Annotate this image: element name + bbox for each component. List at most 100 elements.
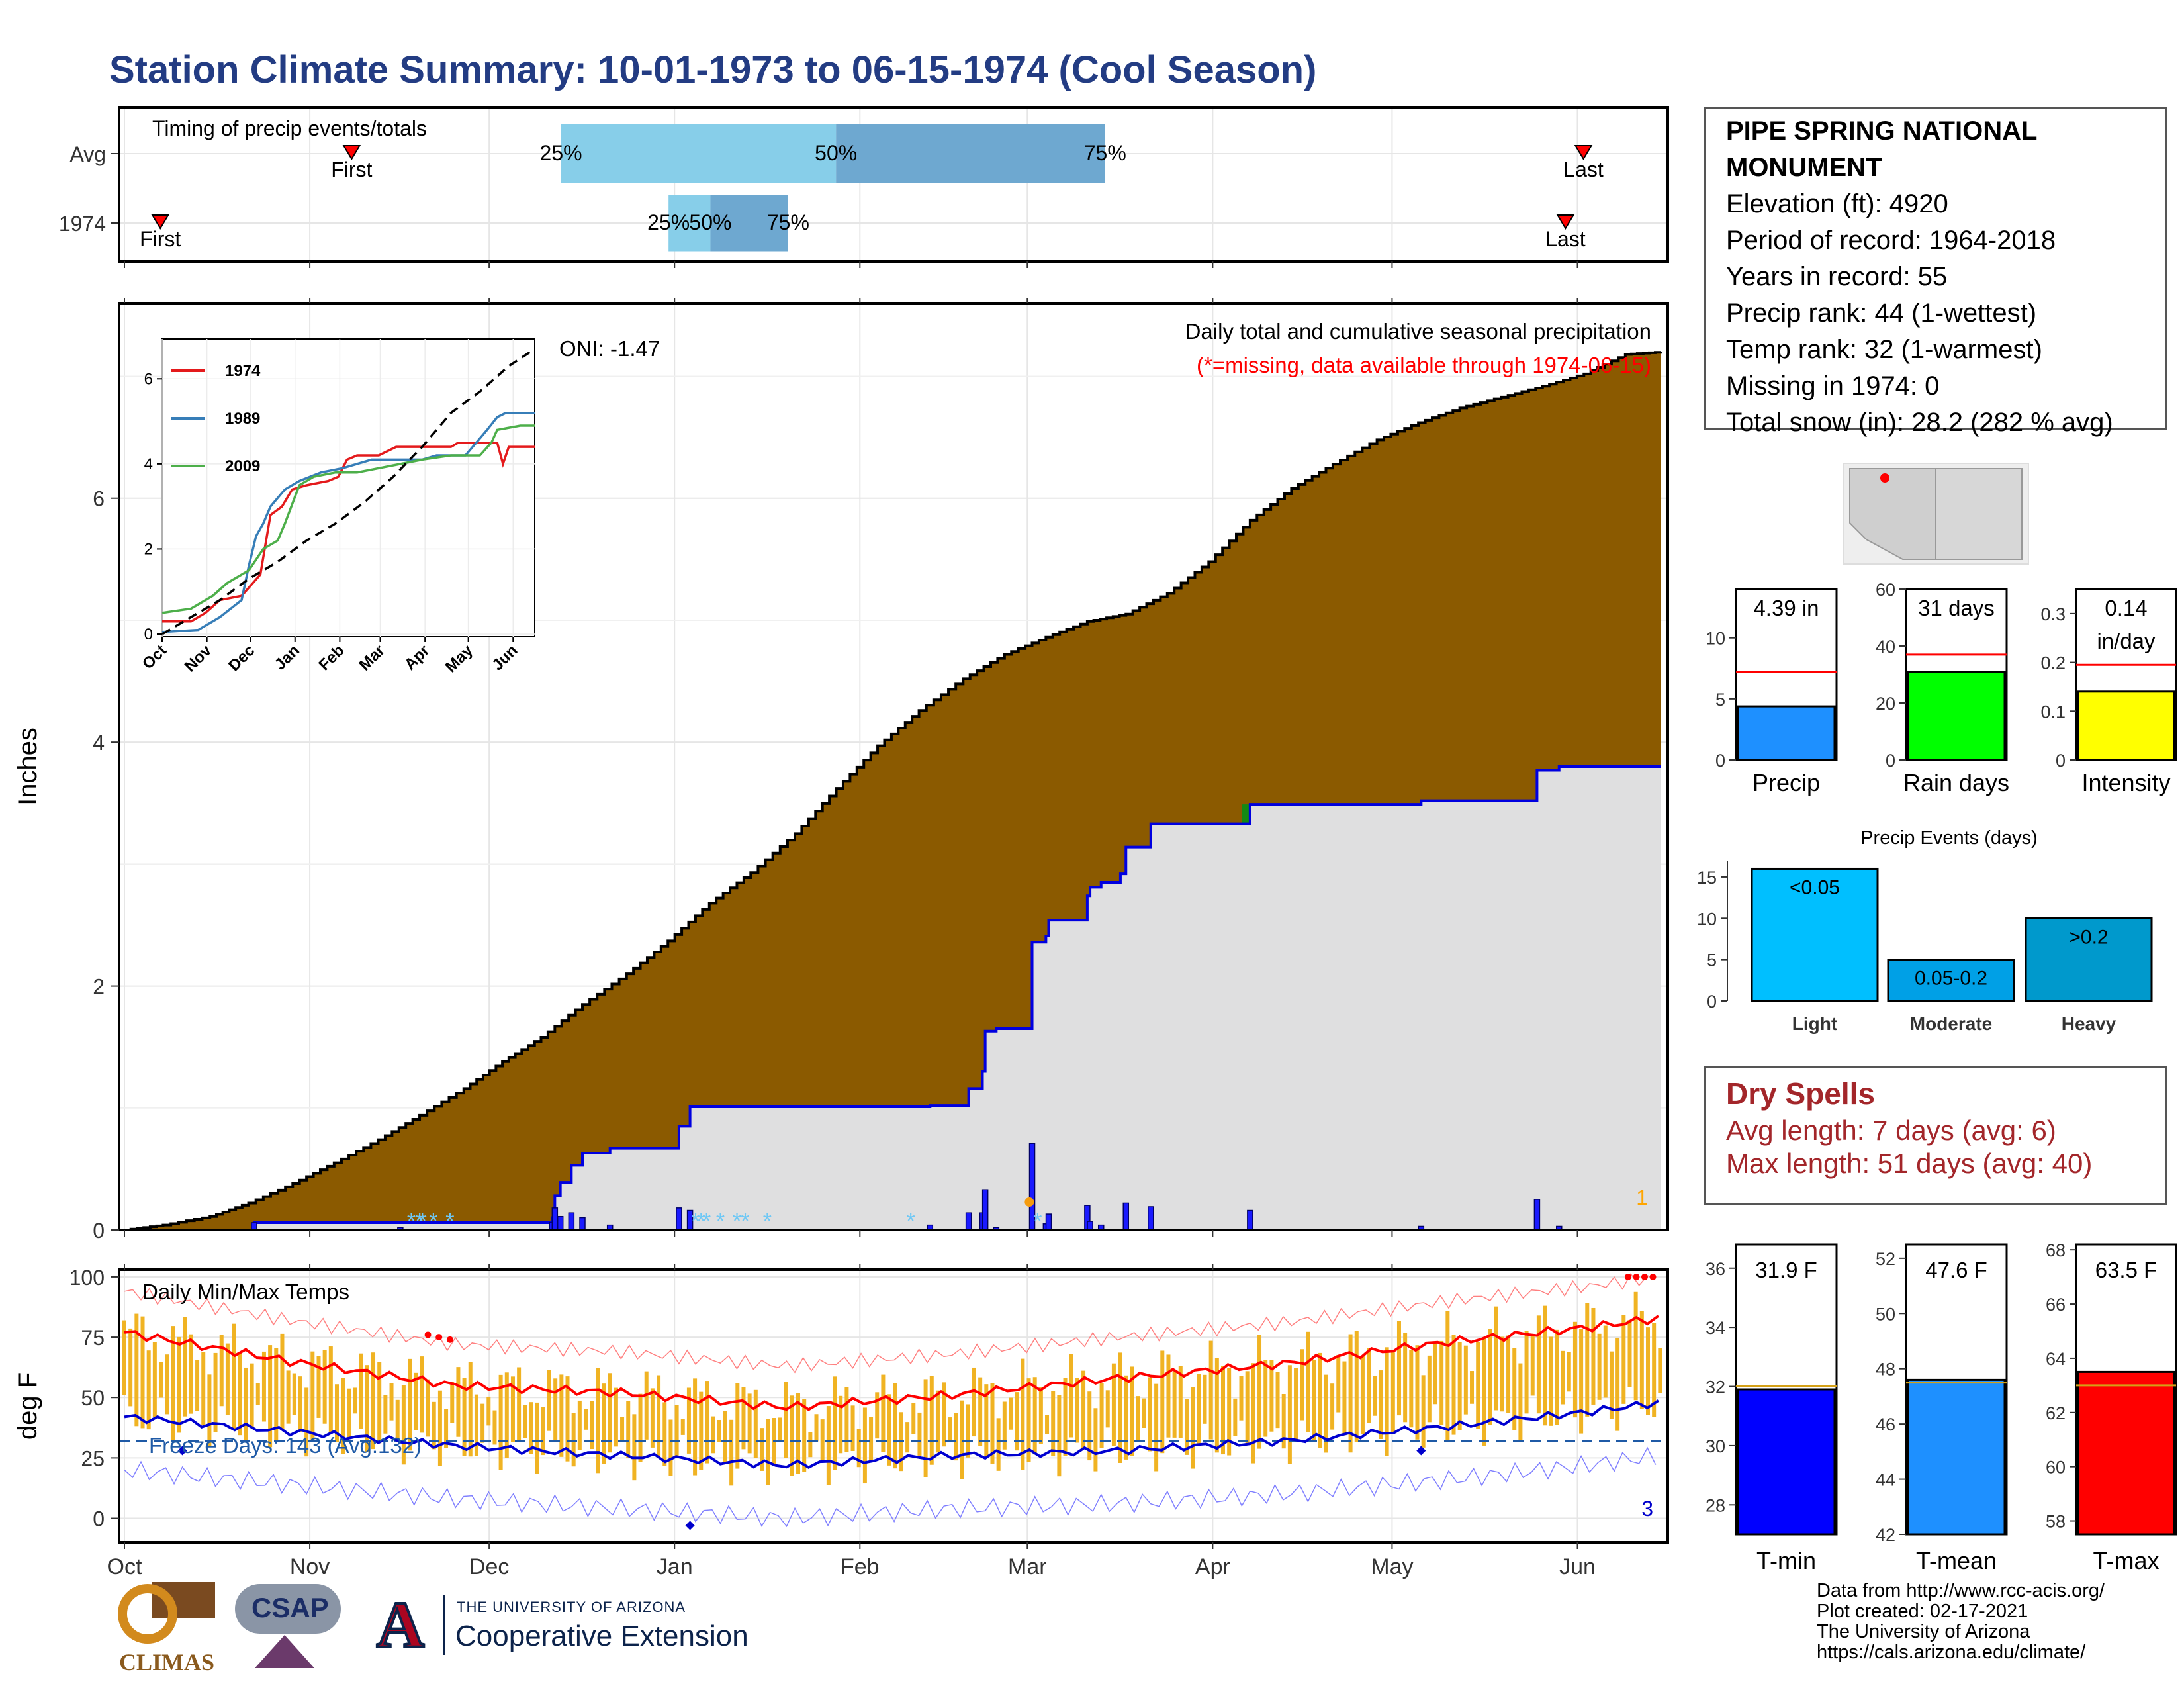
precip-subtitle: (*=missing, data available through 1974-… [1197,353,1651,377]
summary-temp-1-bar [1907,1378,2006,1536]
summary-precip-1-bar [1907,671,2006,761]
daily-temp-bar [826,1406,831,1485]
daily-temp-bar [559,1374,564,1457]
page-title: Station Climate Summary: 10-01-1973 to 0… [109,48,1317,91]
daily-temp-bar [893,1383,897,1469]
daily-temp-bar [1561,1350,1565,1405]
daily-temp-bar [820,1419,825,1463]
ua-extension-text: Cooperative Extension [455,1620,749,1652]
daily-temp-bar [389,1383,394,1421]
daily-temp-bar [1579,1329,1584,1434]
daily-temp-bar [1621,1315,1626,1404]
daily-temp-bar [529,1402,533,1454]
daily-temp-bar [1154,1383,1159,1472]
daily-temp-bar [644,1371,649,1440]
daily-temp-bar [1160,1350,1165,1454]
timing-row-label: Avg [69,142,106,166]
oni-label: ONI: -1.47 [559,336,660,361]
daily-temp-bar [1142,1398,1146,1429]
daily-temp-bar [437,1390,442,1466]
daily-temp-bar [213,1352,218,1432]
daily-temp-bar [741,1387,746,1450]
temp-x-tick-label: Oct [107,1554,142,1579]
daily-precip-bar [579,1217,586,1231]
summary-precip-2-value-label: 0.14 [2105,596,2147,620]
daily-temp-bar [1130,1366,1134,1456]
precip-y-axis-label: Inches [13,727,42,806]
events-bar-label: <0.05 [1790,876,1840,898]
daily-temp-bar [1300,1349,1304,1421]
daily-temp-bar [929,1376,934,1465]
events-bar-heavy [2025,917,2153,1002]
station-name: PIPE SPRING NATIONAL MONUMENT [1726,117,2037,182]
daily-temp-bar [796,1393,801,1474]
daily-temp-bar [1015,1392,1019,1451]
summary-temp-0-y-tick-label: 36 [1706,1259,1725,1279]
summary-temp-0-y-tick-label: 30 [1706,1436,1725,1456]
daily-temp-bar [753,1389,758,1458]
daily-temp-bar [1281,1393,1286,1449]
snow-marker: * [906,1209,915,1234]
info-temp-rank: Temp rank: 32 (1-warmest) [1726,335,2042,364]
precip-frame [118,302,1669,1231]
daily-temp-bar [747,1393,752,1454]
record-high-marker [1641,1273,1648,1280]
daily-temp-bar [948,1417,952,1441]
daily-temp-bar [808,1432,813,1458]
daily-temp-bar [480,1403,485,1443]
temp-x-tick-label: May [1371,1554,1413,1579]
daily-temp-bar [966,1404,970,1458]
obs-cumulative-line [124,765,1661,1231]
tmax-avg-line [124,1315,1660,1411]
summary-temp-2-y-tick-label: 68 [2046,1241,2066,1260]
daily-temp-bar [1463,1345,1468,1415]
temp-y-tick-label: 25 [81,1446,105,1470]
daily-temp-bar [565,1376,570,1462]
daily-temp-bar [255,1383,260,1405]
daily-temp-bar [432,1401,436,1450]
snow-marker: * [716,1209,725,1234]
snow-marker: * [691,1209,700,1234]
events-bar-label: 0.05-0.2 [1915,968,1987,990]
summary-precip-0-bar [1737,705,1836,761]
daily-temp-bar [1390,1352,1395,1433]
daily-temp-bar [778,1417,782,1442]
summary-precip-2-y-tick-label: 0.3 [2040,604,2066,624]
daily-temp-bar [377,1362,382,1444]
summary-temp-2-y-tick-label: 60 [2046,1458,2066,1477]
daily-temp-bar [408,1358,412,1451]
temp-x-tick-label: Feb [841,1554,880,1579]
daily-temp-bar [1518,1363,1523,1440]
timing-first-marker [342,145,361,160]
inset-legend-label: 1989 [225,410,260,428]
daily-temp-bar [1403,1332,1408,1423]
station-info-box: PIPE SPRING NATIONAL MONUMENT Elevation … [1704,107,2167,437]
daily-temp-bar [517,1367,522,1440]
daily-temp-bar [590,1401,594,1450]
daily-temp-bar [510,1376,515,1442]
temp-x-tick-label: Jan [657,1554,693,1579]
daily-temp-bar [292,1373,296,1415]
info-elevation: Elevation (ft): 4920 [1726,189,1948,218]
timing-last-marker [1574,145,1593,160]
events-bar-light [1751,867,1879,1002]
temp-record-high-line [124,1272,1656,1374]
daily-temp-bar [1324,1374,1328,1453]
daily-temp-bar [1639,1311,1644,1409]
daily-temp-bar [468,1362,473,1457]
inset-series-2009 [161,424,535,614]
summary-temp-1-y-tick-label: 46 [1876,1415,1895,1434]
daily-temp-bar [414,1372,418,1430]
info-years: Years in record: 55 [1726,262,1948,291]
summary-temp-0-value-label: 31.9 F [1755,1258,1817,1282]
daily-temp-bar [280,1333,285,1430]
daily-temp-bar [383,1394,388,1434]
daily-temp-bar [207,1374,212,1448]
daily-temp-bar [881,1374,886,1452]
temp-corner-count: 3 [1641,1497,1653,1521]
daily-temp-bar [274,1348,279,1441]
temp-y-tick-label: 100 [69,1266,105,1289]
daily-temp-bar [839,1395,843,1454]
daily-temp-bar [923,1379,928,1477]
daily-temp-bar [1530,1334,1535,1396]
